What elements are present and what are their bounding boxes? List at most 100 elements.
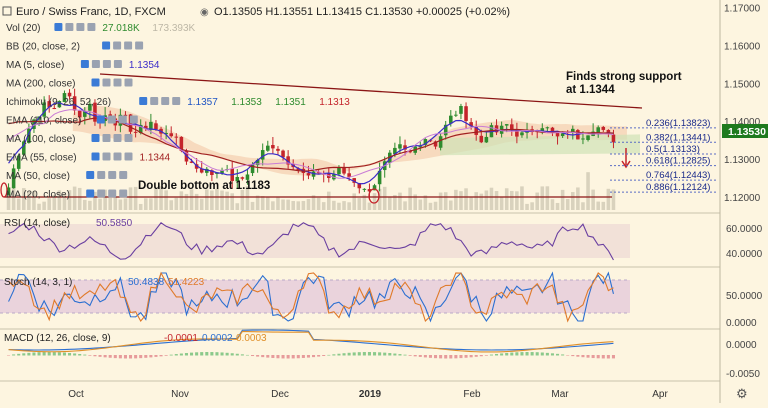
macd-histogram-bar <box>586 355 590 358</box>
settings-icon[interactable] <box>107 115 116 124</box>
resistance-trendline[interactable] <box>99 73 643 109</box>
more-icon[interactable] <box>119 189 128 198</box>
volume-bar <box>220 190 224 210</box>
macd-legend[interactable]: MACD (12, 26, close, 9) -0.0001 0.0002 0… <box>4 333 267 344</box>
more-icon[interactable] <box>113 60 122 68</box>
settings-icon[interactable] <box>102 152 111 161</box>
close-icon[interactable] <box>102 60 111 68</box>
legend-row[interactable]: EMA (55, close) 1.1344 <box>6 152 171 164</box>
more-icon[interactable] <box>124 152 133 161</box>
close-icon[interactable] <box>108 189 117 198</box>
eye-icon[interactable] <box>102 41 111 50</box>
settings-icon[interactable] <box>97 189 106 198</box>
more-icon[interactable] <box>119 171 128 179</box>
close-icon[interactable] <box>113 134 122 142</box>
legend-row[interactable]: BB (20, close, 2) <box>6 41 144 53</box>
close-icon[interactable] <box>161 97 170 105</box>
candle-body <box>540 128 545 132</box>
legend-row[interactable]: MA (5, close) 1.1354 <box>6 60 160 71</box>
chart-header[interactable]: Euro / Swiss Franc, 1D, FXCM ◉ O1.13505 … <box>2 6 510 18</box>
eye-icon[interactable]: ◉ <box>200 7 209 18</box>
settings-gear-icon[interactable]: ⚙ <box>736 386 748 401</box>
candle-body <box>138 124 143 133</box>
candle-body <box>123 114 128 116</box>
legend-value: 1.1357 <box>187 97 218 108</box>
macd-histogram-bar <box>190 352 194 356</box>
price-axis[interactable]: 1.17000 1.16000 1.15000 1.14000 1.13000 1.120… <box>724 4 761 204</box>
volume-bar <box>377 188 382 210</box>
volume-bar <box>164 190 168 210</box>
collapse-icon[interactable] <box>2 6 12 16</box>
legend-row[interactable]: MA (100, close) <box>6 134 133 145</box>
eye-icon[interactable] <box>54 23 63 31</box>
volume-bar <box>535 192 539 210</box>
eye-icon[interactable] <box>86 171 95 179</box>
more-icon[interactable] <box>124 78 133 87</box>
legend-row[interactable]: MA (20, close) <box>6 189 128 201</box>
macd-histogram-bar <box>301 355 305 358</box>
legend-row[interactable]: MA (50, close) <box>6 171 128 182</box>
legend-label: MA (200, close) <box>6 79 75 90</box>
close-icon[interactable] <box>76 23 85 31</box>
settings-icon[interactable] <box>150 97 159 105</box>
legend-row[interactable]: Ichimoku (9, 26, 52, 26) 1.1357 1.1353 1.13… <box>6 97 350 108</box>
eye-icon[interactable] <box>91 78 100 87</box>
close-icon[interactable] <box>113 152 122 161</box>
volume-bar <box>72 186 77 210</box>
eye-icon[interactable] <box>80 60 89 68</box>
candle-body <box>357 182 362 189</box>
settings-icon[interactable] <box>91 60 100 68</box>
close-icon[interactable] <box>113 78 122 87</box>
more-icon[interactable] <box>87 23 96 31</box>
legend-row[interactable]: EMA (110, close) <box>6 115 138 127</box>
legend-row[interactable]: Vol (20) 27.018K 173.393K <box>6 23 196 34</box>
eye-icon[interactable] <box>96 115 105 124</box>
stoch-legend[interactable]: Stoch (14, 3, 1) 50.4838 51.4223 <box>4 277 205 288</box>
volume-bar <box>321 202 326 210</box>
volume-bar <box>601 201 606 210</box>
more-icon[interactable] <box>135 41 144 50</box>
close-icon[interactable] <box>108 171 117 179</box>
macd-histogram-bar <box>78 353 82 356</box>
macd-histogram-bar <box>235 353 239 356</box>
close-icon[interactable] <box>124 41 133 50</box>
macd-signal-line <box>8 330 614 353</box>
more-icon[interactable] <box>172 97 181 105</box>
settings-icon[interactable] <box>65 23 74 31</box>
volume-bar <box>296 201 301 210</box>
rsi-legend[interactable]: RSI (14, close) 50.5850 <box>4 218 133 229</box>
legend-value: 1.1353 <box>231 97 262 108</box>
eye-icon[interactable] <box>86 189 95 198</box>
price-tick: 1.15000 <box>724 79 761 90</box>
more-icon[interactable] <box>129 115 138 124</box>
eye-icon[interactable] <box>91 134 100 142</box>
volume-bar <box>362 194 367 210</box>
more-icon[interactable] <box>124 134 133 142</box>
fibonacci-levels[interactable]: 0.236(1.13823) 0.382(1.13441)0.5(1.13133)… <box>610 118 718 193</box>
candle-body <box>388 152 392 163</box>
volume-bar <box>586 172 590 210</box>
symbol-title[interactable]: Euro / Swiss Franc, 1D, FXCM <box>16 6 166 18</box>
settings-icon[interactable] <box>102 134 111 142</box>
eye-icon[interactable] <box>139 97 148 105</box>
time-axis[interactable]: Oct Nov Dec 2019 Feb Mar Apr <box>68 389 668 400</box>
macd-histogram-bar <box>413 355 417 357</box>
eye-icon[interactable] <box>91 152 100 161</box>
settings-icon[interactable] <box>102 78 111 87</box>
macd-histogram-bar <box>179 353 183 356</box>
candle-body <box>154 123 158 130</box>
macd-histogram-bar <box>139 355 143 359</box>
macd-histogram-bar <box>596 355 600 359</box>
indicator-legend[interactable]: Vol (20) 27.018K 173.393K BB (20, close, 2)… <box>6 23 350 201</box>
candle-body <box>210 170 214 176</box>
close-icon[interactable] <box>118 115 127 124</box>
candle-body <box>245 174 250 180</box>
fib-level-label: 0.236(1.13823) <box>646 118 710 129</box>
volume-bar <box>149 198 153 210</box>
volume-bar <box>225 191 229 210</box>
legend-row[interactable]: MA (200, close) <box>6 78 133 90</box>
settings-icon[interactable] <box>113 41 122 50</box>
settings-icon[interactable] <box>97 171 106 179</box>
